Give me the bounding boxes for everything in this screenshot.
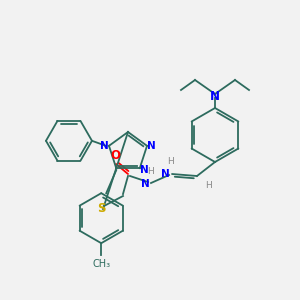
Text: CH₃: CH₃ — [92, 259, 110, 269]
Text: N: N — [161, 169, 170, 179]
Text: H: H — [167, 157, 173, 166]
Text: N: N — [140, 165, 149, 175]
Text: N: N — [141, 179, 150, 189]
Text: N: N — [147, 141, 155, 151]
Text: N: N — [100, 141, 108, 151]
Text: O: O — [110, 149, 120, 162]
Text: H: H — [205, 181, 212, 190]
Text: H: H — [148, 167, 154, 176]
Text: S: S — [97, 202, 105, 214]
Text: N: N — [210, 89, 220, 103]
